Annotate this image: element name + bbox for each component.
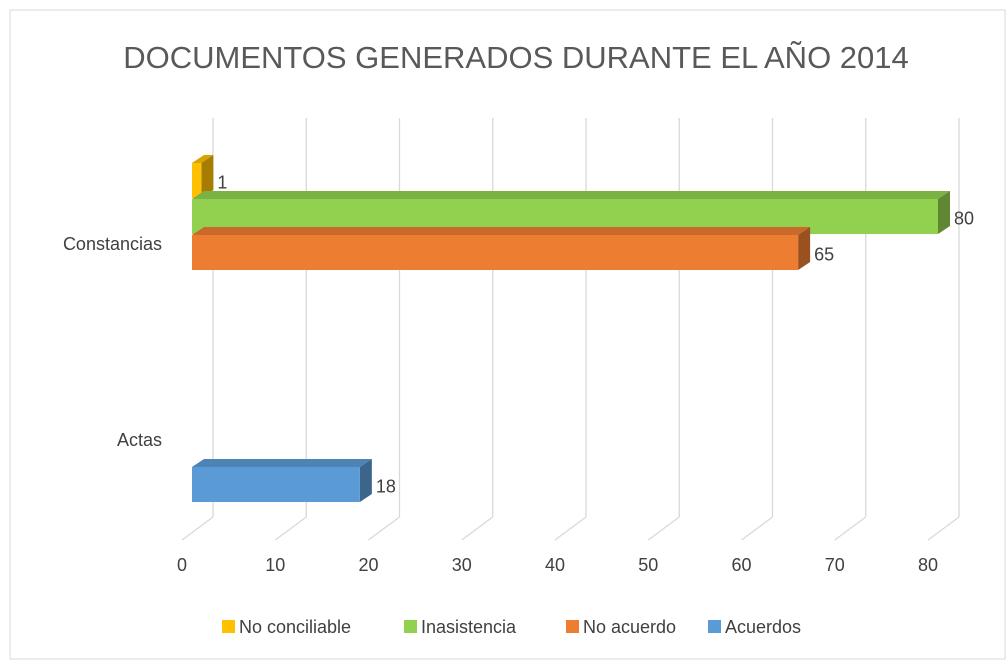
grid-floor-line <box>927 516 960 541</box>
legend-swatch <box>222 620 235 633</box>
grid-floor-line <box>554 516 587 541</box>
grid-floor-line <box>834 516 867 541</box>
bar-side <box>201 155 214 198</box>
chart-border <box>9 9 1006 660</box>
bar-front <box>192 467 360 502</box>
x-tick-label: 20 <box>358 555 378 575</box>
legend-label: Acuerdos <box>725 617 801 637</box>
legend-label: No conciliable <box>239 617 351 637</box>
x-tick-label: 60 <box>731 555 751 575</box>
x-tick-label: 80 <box>918 555 938 575</box>
grid-floor-line <box>181 516 214 541</box>
legend-label: No acuerdo <box>583 617 676 637</box>
bar-top <box>192 191 950 199</box>
data-label: 80 <box>954 208 974 228</box>
x-tick-label: 50 <box>638 555 658 575</box>
bar-top <box>192 459 372 467</box>
bar-side <box>938 191 950 234</box>
y-tick-label: Actas <box>117 430 162 450</box>
bar-top <box>192 227 811 235</box>
x-tick-label: 70 <box>825 555 845 575</box>
y-tick-label: Constancias <box>63 234 162 254</box>
grid-floor-line <box>274 516 307 541</box>
legend-swatch <box>566 620 579 633</box>
bar-side <box>798 227 811 270</box>
x-tick-label: 40 <box>545 555 565 575</box>
bar-side <box>359 459 372 502</box>
legend-label: Inasistencia <box>421 617 517 637</box>
legend-swatch <box>404 620 417 633</box>
bar-top <box>192 155 214 163</box>
chart-title: DOCUMENTOS GENERADOS DURANTE EL AÑO 2014 <box>123 40 909 75</box>
bar-front <box>192 163 202 198</box>
grid-floor-line <box>741 516 773 541</box>
grid-floor-line <box>647 516 680 541</box>
data-label: 18 <box>376 476 396 496</box>
bar <box>192 227 811 270</box>
bar <box>192 459 372 502</box>
bar <box>192 155 214 198</box>
data-label: 65 <box>814 244 834 264</box>
legend-swatch <box>708 620 721 633</box>
x-tick-label: 0 <box>177 555 187 575</box>
data-label: 1 <box>217 172 227 192</box>
x-tick-label: 10 <box>265 555 285 575</box>
grid-floor-line <box>461 516 494 541</box>
bar-front <box>192 235 799 270</box>
x-tick-label: 30 <box>452 555 472 575</box>
grid-floor-line <box>368 516 400 541</box>
